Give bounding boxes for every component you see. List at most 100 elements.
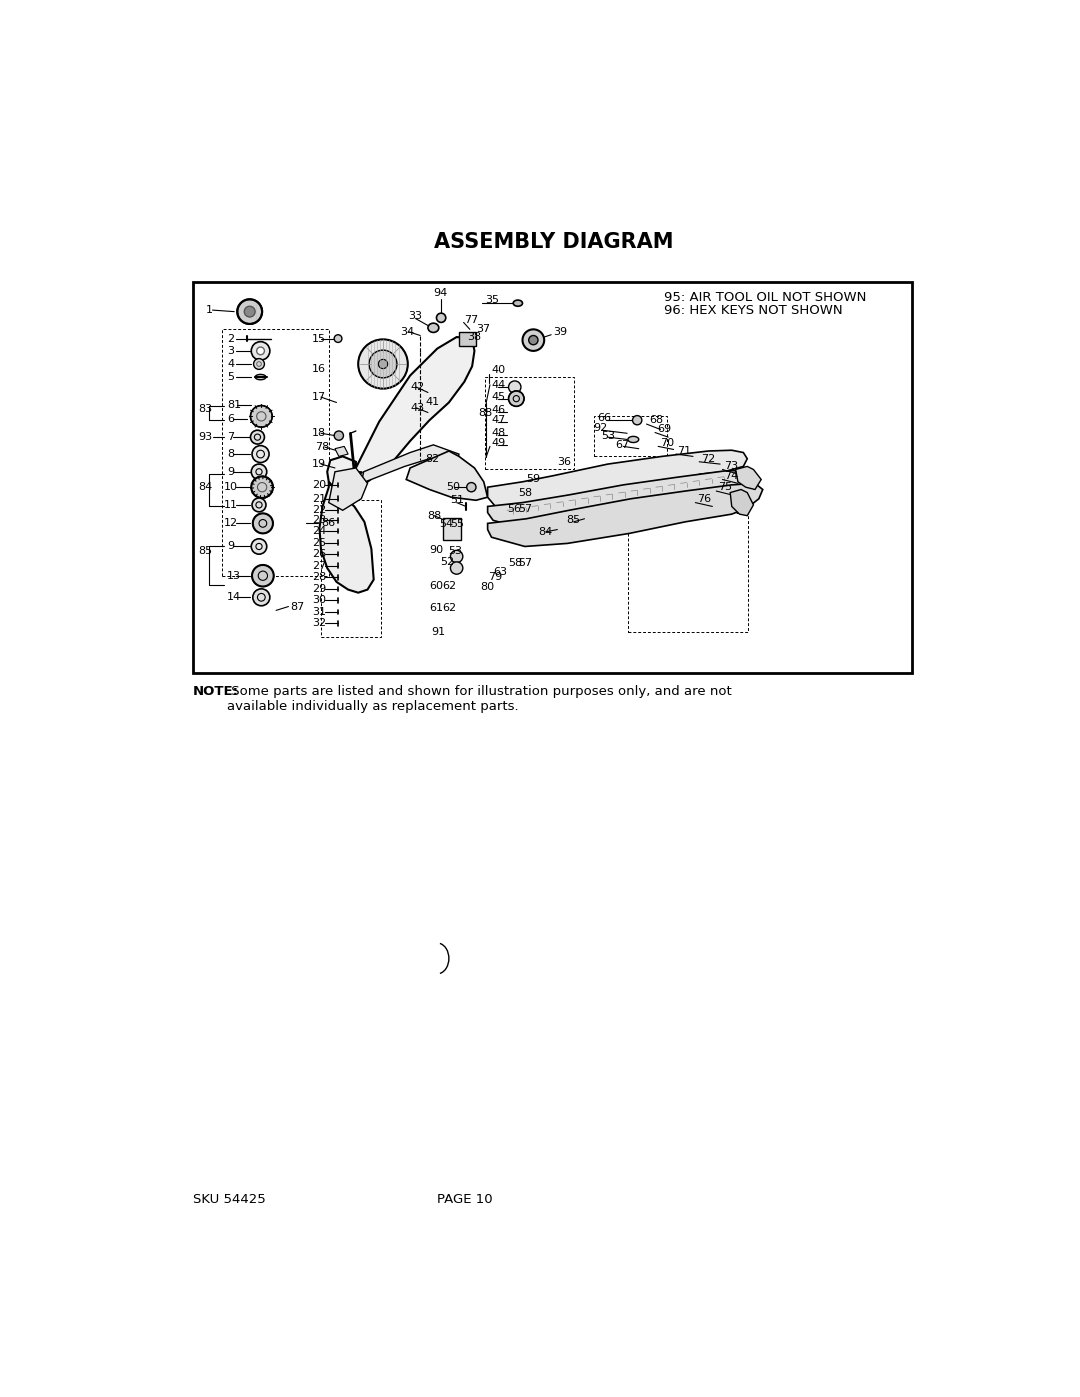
Text: 57: 57	[517, 504, 532, 514]
Ellipse shape	[428, 323, 438, 332]
Text: 72: 72	[701, 454, 715, 464]
Text: 49: 49	[491, 439, 505, 448]
Text: ASSEMBLY DIAGRAM: ASSEMBLY DIAGRAM	[434, 232, 673, 251]
Bar	[485, 377, 575, 469]
Text: 82: 82	[426, 454, 440, 464]
Bar	[193, 282, 913, 673]
Circle shape	[244, 306, 255, 317]
Circle shape	[450, 550, 463, 563]
Text: 68: 68	[649, 415, 663, 425]
Text: 61: 61	[430, 604, 444, 613]
Text: 70: 70	[661, 439, 675, 448]
Circle shape	[253, 588, 270, 606]
Text: 21: 21	[312, 493, 326, 504]
Polygon shape	[488, 483, 762, 546]
Circle shape	[251, 405, 272, 427]
Text: 74: 74	[724, 471, 739, 481]
Text: 62: 62	[443, 581, 457, 591]
Text: 1: 1	[206, 305, 214, 316]
Polygon shape	[488, 471, 755, 528]
Text: 63: 63	[494, 567, 507, 577]
Circle shape	[633, 415, 642, 425]
Text: 91: 91	[431, 627, 445, 637]
Text: 2: 2	[227, 334, 234, 344]
Text: 53: 53	[600, 430, 615, 440]
Text: 32: 32	[312, 619, 326, 629]
Text: 62: 62	[443, 604, 457, 613]
Text: 27: 27	[312, 560, 326, 571]
Text: 47: 47	[491, 415, 505, 425]
Text: 35: 35	[485, 295, 499, 305]
Circle shape	[509, 381, 521, 393]
Text: 73: 73	[724, 461, 738, 471]
Text: 15: 15	[312, 334, 326, 344]
Text: 9: 9	[227, 467, 234, 476]
Polygon shape	[335, 447, 348, 457]
Text: 52: 52	[441, 557, 455, 567]
Circle shape	[334, 335, 342, 342]
Circle shape	[252, 564, 273, 587]
Text: 45: 45	[491, 393, 505, 402]
Text: 18: 18	[312, 429, 326, 439]
Circle shape	[254, 359, 265, 369]
Circle shape	[252, 446, 269, 462]
Circle shape	[252, 464, 267, 479]
Polygon shape	[488, 450, 747, 509]
Text: 76: 76	[697, 493, 711, 504]
Text: 6: 6	[227, 414, 234, 423]
Text: 54: 54	[438, 520, 453, 529]
Text: 69: 69	[658, 425, 672, 434]
Circle shape	[467, 482, 476, 492]
Text: 77: 77	[464, 316, 478, 326]
Text: 57: 57	[518, 557, 532, 567]
Text: 29: 29	[312, 584, 326, 594]
Text: 90: 90	[430, 545, 444, 556]
Ellipse shape	[513, 300, 523, 306]
Text: 22: 22	[312, 506, 326, 515]
Text: 25: 25	[312, 538, 326, 548]
Text: 3: 3	[227, 346, 234, 356]
Text: 83: 83	[199, 404, 213, 414]
Bar	[444, 518, 460, 539]
Text: 85: 85	[199, 546, 213, 556]
Text: 88: 88	[428, 511, 442, 521]
Text: 9: 9	[227, 542, 234, 552]
Polygon shape	[362, 444, 459, 483]
Text: 48: 48	[491, 429, 505, 439]
Text: 56: 56	[507, 504, 521, 514]
Circle shape	[529, 335, 538, 345]
Circle shape	[509, 391, 524, 407]
Text: SKU 54425: SKU 54425	[193, 1193, 266, 1206]
Text: 7: 7	[227, 432, 234, 441]
Text: 31: 31	[312, 606, 326, 617]
Text: 66: 66	[597, 414, 611, 423]
Polygon shape	[406, 451, 488, 500]
Text: 4: 4	[227, 359, 234, 369]
Text: 86: 86	[321, 518, 335, 528]
Circle shape	[252, 342, 270, 360]
Polygon shape	[327, 337, 474, 495]
Text: 17: 17	[312, 393, 326, 402]
Text: 46: 46	[491, 405, 505, 415]
Text: 37: 37	[476, 324, 490, 334]
Text: NOTE:: NOTE:	[193, 685, 239, 698]
Text: 93: 93	[199, 432, 213, 441]
Text: 12: 12	[224, 518, 238, 528]
Polygon shape	[730, 489, 754, 515]
Circle shape	[238, 299, 262, 324]
Circle shape	[359, 339, 408, 388]
Text: 51: 51	[450, 496, 464, 506]
Text: Some parts are listed and shown for illustration purposes only, and are not
avai: Some parts are listed and shown for illu…	[227, 685, 732, 712]
Text: 88: 88	[478, 408, 492, 418]
Circle shape	[334, 432, 343, 440]
Text: 71: 71	[677, 446, 691, 455]
Text: 43: 43	[410, 402, 426, 414]
Text: 38: 38	[467, 332, 481, 342]
Text: 44: 44	[491, 380, 505, 390]
Text: 58: 58	[517, 488, 532, 497]
Text: 33: 33	[408, 312, 422, 321]
Text: 39: 39	[554, 327, 568, 337]
Text: 60: 60	[430, 581, 444, 591]
Text: 96: HEX KEYS NOT SHOWN: 96: HEX KEYS NOT SHOWN	[663, 303, 842, 317]
Ellipse shape	[627, 436, 638, 443]
